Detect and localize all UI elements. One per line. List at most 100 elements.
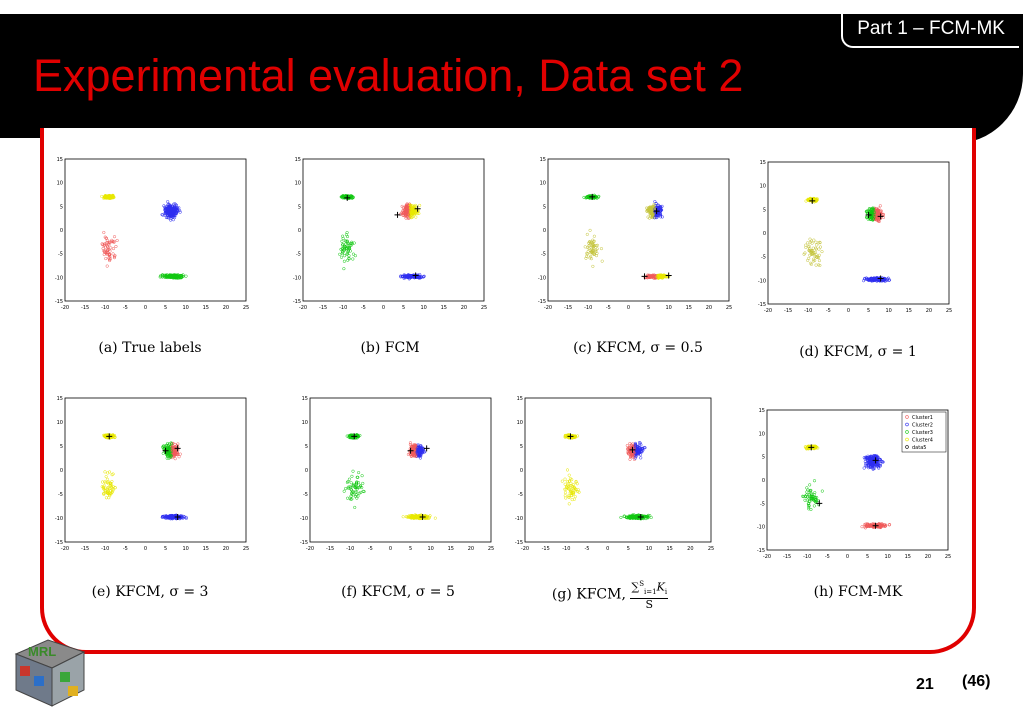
data-point — [404, 207, 408, 211]
data-point — [163, 212, 167, 216]
data-point — [103, 489, 107, 493]
panel-caption: (d) KFCM, σ = 1 — [799, 344, 917, 360]
plot-area — [767, 161, 950, 305]
data-point — [414, 215, 418, 219]
data-point — [409, 207, 413, 211]
data-point — [351, 484, 355, 488]
data-point — [104, 236, 108, 240]
data-point — [872, 459, 876, 463]
data-point — [807, 507, 811, 511]
data-point — [815, 256, 819, 260]
y-tick-label: -15 — [300, 540, 308, 546]
data-point — [113, 486, 117, 490]
data-point — [104, 496, 108, 500]
data-point — [113, 254, 117, 258]
data-point — [401, 211, 406, 215]
data-point — [109, 257, 113, 261]
data-point — [815, 495, 819, 500]
data-point — [167, 452, 172, 456]
x-tick-label: -5 — [606, 305, 611, 311]
y-tick-label: 0 — [305, 468, 308, 474]
x-tick-label: 10 — [885, 308, 891, 314]
data-point — [582, 195, 586, 199]
data-point — [160, 213, 164, 217]
y-tick-label: -15 — [538, 299, 546, 305]
data-point — [594, 250, 598, 254]
data-point — [353, 485, 357, 490]
x-tick-label: 20 — [223, 546, 229, 552]
data-point — [413, 443, 417, 447]
scatter-panel: -20 -15 -10 -5 0 5 10 15 20 25 15 10 5 0 -5 -10 -15 Clust… — [757, 406, 952, 562]
x-tick-label: 20 — [223, 305, 229, 311]
y-tick-label: -10 — [757, 525, 765, 531]
data-point — [108, 470, 112, 474]
data-point — [404, 216, 408, 220]
data-point — [338, 252, 342, 256]
y-tick-label: -15 — [515, 540, 523, 546]
x-tick-label: 0 — [847, 308, 850, 314]
x-tick-label: 15 — [905, 554, 911, 560]
legend-marker — [905, 422, 909, 427]
y-tick-label: -5 — [303, 492, 308, 498]
y-tick-label: -15 — [293, 299, 301, 305]
data-point — [107, 196, 111, 200]
data-point — [169, 442, 174, 446]
data-point — [164, 216, 169, 220]
data-point — [167, 516, 171, 520]
data-point — [810, 241, 814, 245]
data-point — [591, 264, 595, 268]
x-tick-label: -20 — [544, 305, 552, 311]
data-point — [818, 263, 822, 267]
x-tick-label: 25 — [946, 308, 952, 314]
x-tick-label: -5 — [825, 554, 830, 560]
part-label: Part 1 – FCM-MK — [841, 14, 1019, 48]
scatter-panel: -20 -15 -10 -5 0 5 10 15 20 25 15 10 5 0 -5 -10 -15 — [55, 155, 250, 313]
data-point — [341, 194, 345, 198]
data-point — [650, 214, 655, 218]
x-tick-label: -15 — [783, 554, 791, 560]
data-point — [419, 444, 423, 448]
data-point — [594, 254, 599, 258]
data-point — [801, 494, 805, 498]
x-tick-label: 20 — [468, 546, 474, 552]
data-point — [415, 515, 419, 519]
plot-area — [524, 397, 712, 543]
legend-marker — [905, 415, 909, 419]
data-point — [589, 254, 593, 259]
page-total: (46) — [962, 673, 991, 690]
data-point — [619, 515, 623, 520]
data-point — [172, 274, 176, 278]
data-point — [877, 214, 881, 218]
data-point — [354, 494, 358, 499]
data-point — [630, 454, 634, 458]
data-point — [813, 491, 817, 495]
data-point — [808, 240, 812, 244]
data-point — [355, 481, 359, 485]
data-point — [351, 252, 356, 256]
data-point — [108, 253, 112, 257]
data-point — [629, 443, 634, 447]
panel-caption: (c) KFCM, σ = 0.5 — [573, 340, 703, 356]
y-tick-label: 5 — [543, 204, 546, 210]
data-point — [869, 522, 873, 526]
data-point — [880, 460, 885, 464]
panel-caption: (a) True labels — [98, 340, 202, 356]
data-point — [416, 447, 420, 451]
data-point — [879, 524, 883, 528]
data-point — [812, 504, 816, 508]
data-point — [864, 457, 868, 461]
cluster-center-marker — [394, 211, 401, 218]
data-point — [109, 195, 113, 199]
x-tick-label: 20 — [926, 308, 932, 314]
x-tick-label: 15 — [203, 546, 209, 552]
y-tick-label: -10 — [293, 275, 301, 281]
y-tick-label: -10 — [55, 275, 63, 281]
data-point — [416, 449, 420, 453]
y-tick-label: -10 — [538, 275, 546, 281]
y-tick-label: 5 — [60, 444, 63, 450]
cluster-center-marker — [877, 213, 884, 220]
data-point — [810, 252, 814, 256]
scatter-panel: -20 -15 -10 -5 0 5 10 15 20 25 15 10 5 0 -5 -10 -15 — [300, 394, 495, 554]
data-point — [354, 482, 359, 486]
data-point — [871, 277, 875, 281]
